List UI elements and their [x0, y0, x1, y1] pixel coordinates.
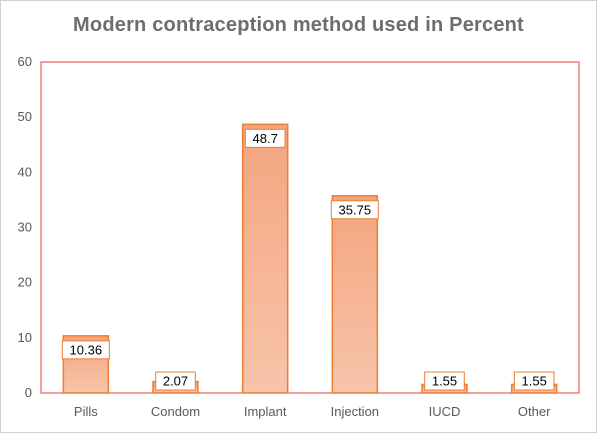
x-tick-label: Injection [331, 404, 379, 419]
bars: 10.36 2.07 48.7 35.75 1.55 1.55 [61, 123, 558, 394]
x-tick-label: IUCD [429, 404, 461, 419]
data-label: 48.7 [253, 131, 278, 146]
chart-title: Modern contraception method used in Perc… [73, 14, 524, 36]
bar [241, 123, 289, 394]
bar [331, 195, 379, 394]
x-tick-label: Pills [74, 404, 98, 419]
data-label-box [424, 371, 465, 391]
data-label-box [330, 200, 379, 220]
y-tick-label: 60 [18, 54, 32, 69]
data-label-box [244, 128, 286, 148]
data-label-box [61, 340, 110, 360]
data-label-box [155, 371, 196, 391]
data-label: 2.07 [163, 374, 188, 389]
y-tick-label: 20 [18, 275, 32, 290]
plot-area [40, 61, 580, 394]
y-tick-label: 50 [18, 109, 32, 124]
x-axis-ticks: Pills Condom Implant Injection IUCD Other [74, 404, 551, 419]
data-label: 10.36 [70, 342, 103, 357]
y-tick-label: 0 [25, 385, 32, 400]
x-tick-label: Condom [151, 404, 200, 419]
data-label-box [513, 371, 555, 391]
y-tick-label: 40 [18, 164, 32, 179]
y-axis-ticks: 0 10 20 30 40 50 60 [18, 54, 32, 400]
x-tick-label: Implant [244, 404, 287, 419]
data-label: 35.75 [339, 202, 372, 217]
data-label: 1.55 [522, 374, 547, 389]
y-tick-label: 30 [18, 220, 32, 235]
y-tick-label: 10 [18, 330, 32, 345]
data-label: 1.55 [432, 374, 457, 389]
x-tick-label: Other [518, 404, 551, 419]
